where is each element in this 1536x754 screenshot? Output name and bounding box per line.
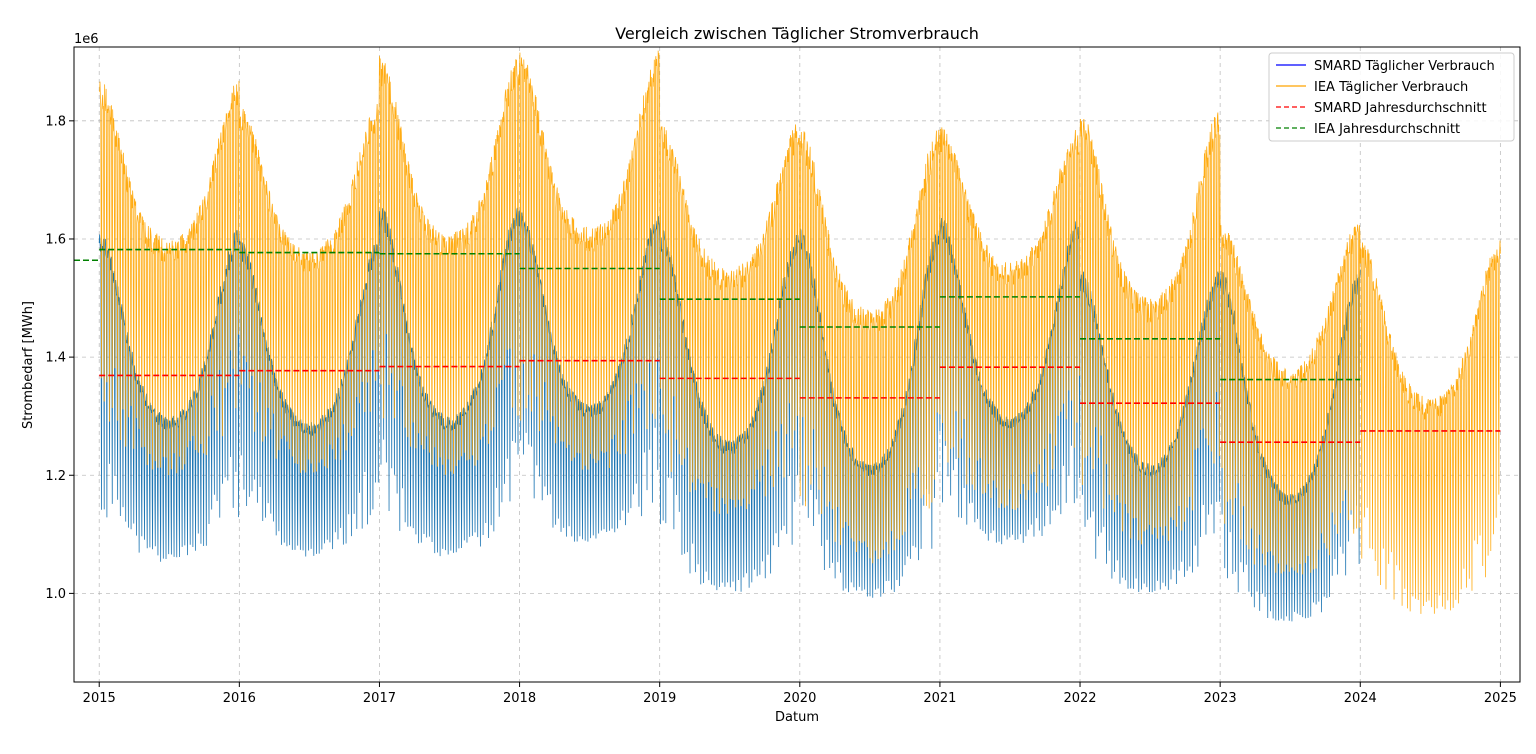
y-tick-label: 1.8 bbox=[45, 114, 66, 129]
y-axis-label: Strombedarf [MWh] bbox=[21, 301, 36, 429]
x-tick-label: 2015 bbox=[83, 691, 116, 706]
x-tick-label: 2023 bbox=[1204, 691, 1237, 706]
x-tick-label: 2020 bbox=[783, 691, 816, 706]
legend-label-smard-daily: SMARD Täglicher Verbrauch bbox=[1314, 59, 1495, 74]
smard-daily-line bbox=[98, 207, 1361, 622]
legend-box bbox=[1268, 52, 1515, 142]
legend-label-iea-avg: IEA Jahresdurchschnitt bbox=[1314, 122, 1460, 137]
y-tick-label: 1.4 bbox=[45, 351, 66, 366]
x-tick-label: 2022 bbox=[1063, 691, 1096, 706]
x-tick-label: 2024 bbox=[1344, 691, 1377, 706]
y-tick-label: 1.0 bbox=[45, 587, 66, 602]
y-axis-multiplier: 1e6 bbox=[74, 32, 99, 47]
x-tick-label: 2025 bbox=[1484, 691, 1517, 706]
series-layer bbox=[98, 50, 1501, 622]
x-tick-label: 2021 bbox=[923, 691, 956, 706]
x-tick-label: 2018 bbox=[503, 691, 536, 706]
legend-label-smard-avg: SMARD Jahresdurchschnitt bbox=[1314, 101, 1487, 116]
average-layer bbox=[74, 248, 1501, 443]
ticks: 2015 2016 2017 2018 2019 2020 2021 2022 2023 2024… bbox=[45, 114, 1517, 706]
y-tick-label: 1.6 bbox=[45, 232, 66, 247]
x-tick-label: 2016 bbox=[223, 691, 256, 706]
iea-daily-line bbox=[98, 50, 1501, 614]
chart-title: Vergleich zwischen Täglicher Stromverbra… bbox=[615, 24, 979, 43]
x-axis-label: Datum bbox=[775, 710, 819, 725]
x-tick-label: 2019 bbox=[643, 691, 676, 706]
plot-frame bbox=[73, 46, 1521, 683]
legend: SMARD Täglicher Verbrauch IEA Täglicher … bbox=[1268, 52, 1515, 142]
legend-label-iea-daily: IEA Täglicher Verbrauch bbox=[1314, 80, 1468, 95]
y-tick-label: 1.2 bbox=[45, 469, 66, 484]
x-tick-label: 2017 bbox=[363, 691, 396, 706]
